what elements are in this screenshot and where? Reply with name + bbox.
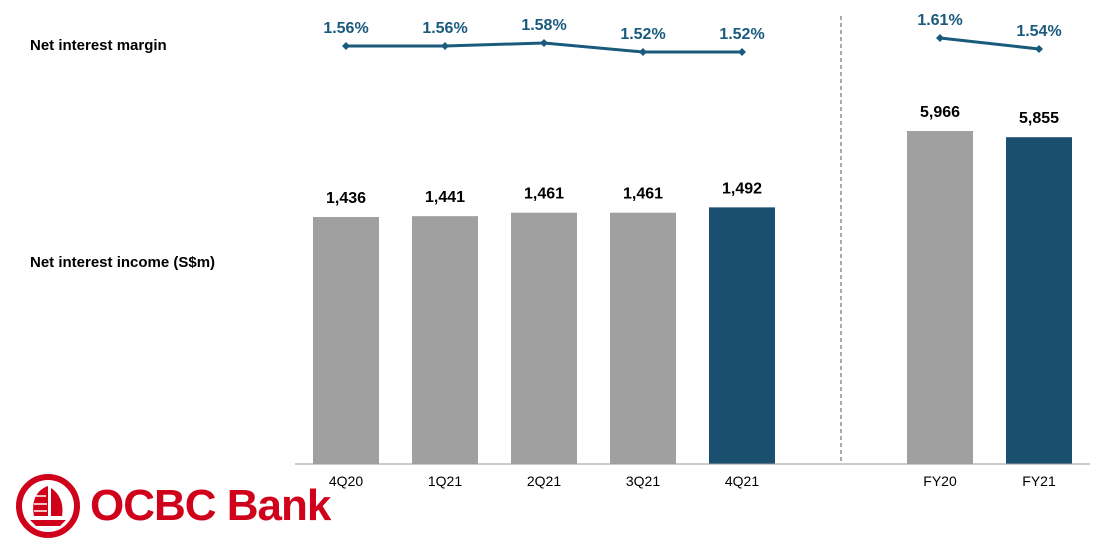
bar-value-label-2q21: 1,461 [524,186,564,203]
net-interest-margin-label: Net interest margin [30,37,167,54]
nim-value-label-fy20: 1.61% [917,12,962,29]
bar-4q21 [709,207,775,465]
x-tick-label-1q21: 1Q21 [428,473,462,489]
net-interest-income-label: Net interest income (S$m) [30,254,216,271]
nim-value-label-2q21: 1.58% [521,17,566,34]
nim-point-4q20 [342,42,350,50]
nim-point-3q21 [639,48,647,56]
nim-value-label-3q21: 1.52% [620,26,665,43]
bar-value-label-3q21: 1,461 [623,186,663,203]
nim-value-label-1q21: 1.56% [422,20,467,37]
ocbc-junk-sail-logo-icon [16,474,80,538]
x-tick-label-4q21: 4Q21 [725,473,759,489]
nim-line-layer: 1.56% 1.56% 1.58% 1.52% 1.52% 1.61% 1.54% [323,12,1062,56]
bar-value-label-1q21: 1,441 [425,189,465,206]
bar-fy20 [907,131,973,464]
bar-fy21 [1006,137,1072,464]
bar-value-label-4q21: 1,492 [722,180,762,197]
nim-line-group-2 [939,36,1040,51]
nim-value-label-fy21: 1.54% [1016,23,1061,40]
x-tick-label-2q21: 2Q21 [527,473,561,489]
x-tick-label-fy21: FY21 [1022,473,1056,489]
bar-2q21 [511,212,577,464]
nim-value-label-4q21: 1.52% [719,26,764,43]
x-tick-label-3q21: 3Q21 [626,473,660,489]
bar-1q21 [412,216,478,464]
nim-point-fy21 [1035,44,1043,53]
nim-value-label-4q20: 1.56% [323,20,368,37]
x-tick-label-fy20: FY20 [923,473,957,489]
brand-name: OCBC Bank [90,481,331,530]
nim-point-1q21 [441,42,449,50]
nim-point-2q21 [540,39,548,47]
nim-point-4q21 [738,48,746,56]
bar-value-label-fy21: 5,855 [1019,110,1059,127]
bar-4q20 [313,217,379,464]
ocbc-logo: OCBC Bank [16,474,331,538]
bars-layer: 1,436 4Q20 1,441 1Q21 1,461 2Q21 1,461 3Q21 1,49… [313,104,1072,489]
nim-point-fy20 [936,34,944,42]
x-tick-label-4q20: 4Q20 [329,473,363,489]
bar-value-label-fy20: 5,966 [920,104,960,121]
bar-3q21 [610,212,676,464]
bar-value-label-4q20: 1,436 [326,190,366,207]
